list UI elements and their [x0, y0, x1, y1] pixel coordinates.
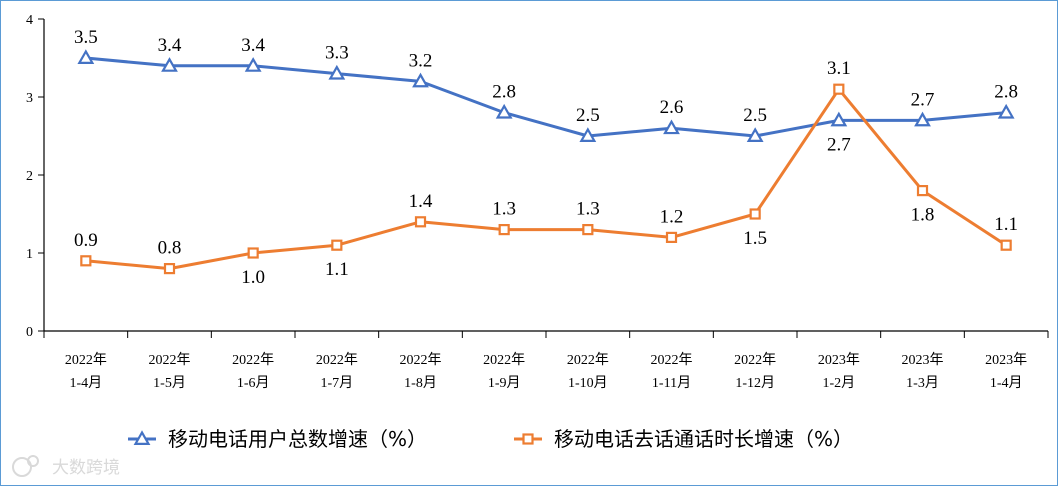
data-point-marker [498, 224, 510, 236]
x-tick-label-year: 2022年 [567, 352, 609, 368]
series-layer [77, 49, 1015, 275]
y-tick-label: 1 [26, 247, 33, 262]
x-tick-label-year: 2022年 [651, 352, 693, 368]
x-tick-label-period: 1-7月 [320, 375, 353, 391]
legend-item-2: 移动电话去话通话时长增速（%） [514, 427, 853, 451]
x-tick-label-period: 1-3月 [906, 375, 939, 391]
data-label: 3.4 [241, 35, 265, 56]
y-tick-label: 4 [26, 13, 33, 28]
data-point-marker [579, 127, 597, 142]
x-tick-label-period: 1-4月 [990, 375, 1023, 391]
data-point-marker [746, 127, 764, 142]
data-point-marker [916, 185, 929, 197]
data-point-marker [830, 111, 848, 127]
legend-marker [133, 430, 151, 445]
x-tick-label-period: 1-4月 [69, 375, 102, 391]
data-label: 1.3 [576, 199, 600, 220]
data-label: 1.4 [409, 191, 433, 212]
data-label: 3.1 [827, 58, 851, 79]
x-tick-label-year: 2022年 [65, 352, 107, 368]
legend: 移动电话用户总数增速（%） 移动电话去话通话时长增速（%） [128, 427, 853, 451]
x-tick-label-period: 1-8月 [404, 375, 437, 391]
data-label: 0.8 [158, 238, 182, 259]
data-point-marker [997, 103, 1015, 119]
data-label: 1.3 [492, 199, 516, 220]
y-tick-label: 3 [26, 91, 33, 106]
data-label: 1.1 [325, 259, 349, 280]
data-point-marker [161, 57, 178, 72]
x-tick-label-year: 2022年 [483, 352, 525, 368]
data-label: 2.7 [827, 134, 851, 155]
data-point-marker [495, 103, 513, 119]
data-label: 3.2 [409, 50, 433, 71]
data-point-marker [414, 216, 427, 228]
legend-label: 移动电话去话通话时长增速（%） [554, 427, 853, 451]
watermark: 大数跨境 [12, 455, 120, 478]
data-point-marker [247, 247, 259, 259]
data-point-marker [163, 263, 176, 275]
data-point-marker [665, 231, 678, 243]
series-line-2 [84, 87, 1008, 271]
data-point-marker [412, 72, 429, 88]
x-tick-label-year: 2023年 [818, 352, 860, 368]
data-point-marker [77, 49, 95, 64]
legend-item-1: 移动电话用户总数增速（%） [128, 427, 427, 451]
watermark-logo-icon [12, 455, 39, 477]
x-tick-label-period: 1-10月 [568, 375, 608, 391]
x-tick-label-year: 2022年 [734, 352, 776, 368]
data-point-marker [80, 255, 92, 267]
data-label: 1.1 [994, 214, 1018, 235]
y-tick-label: 2 [26, 169, 33, 184]
x-tick-label-year: 2023年 [902, 352, 944, 368]
x-tick-label-year: 2022年 [232, 352, 274, 368]
data-label: 3.5 [74, 27, 98, 48]
data-label: 3.4 [158, 35, 182, 56]
axes: 0 1 2 3 4 2022年 1-4月 2022年 1-5月 2022年 1-6月 2022年 1-7… [26, 13, 1049, 391]
legend-marker [522, 433, 534, 445]
data-point-marker [663, 119, 680, 135]
data-label: 3.3 [325, 43, 349, 64]
data-label: 1.8 [911, 205, 935, 226]
x-tick-label-period: 1-11月 [652, 375, 691, 391]
data-point-marker [244, 57, 262, 72]
data-label: 2.7 [911, 89, 935, 110]
x-tick-label-period: 1-2月 [822, 375, 855, 391]
data-labels: 3.5 3.4 3.4 3.3 3.2 2.8 2.5 2.6 2.5 2.7 2.7 2.8 0.9 0… [74, 27, 1018, 288]
data-label: 1.0 [241, 267, 265, 288]
data-label: 2.8 [492, 82, 516, 103]
data-point-marker [749, 208, 761, 220]
data-point-marker [331, 239, 343, 251]
data-label: 0.9 [74, 230, 98, 251]
x-tick-label-period: 1-12月 [735, 375, 775, 391]
data-label: 2.6 [660, 97, 684, 118]
x-tick-label-year: 2023年 [985, 352, 1027, 368]
data-label: 1.2 [660, 206, 684, 227]
data-label: 2.8 [994, 82, 1018, 103]
x-tick-label-year: 2022年 [149, 352, 191, 368]
data-label: 2.5 [743, 105, 767, 126]
x-tick-label-year: 2022年 [400, 352, 442, 368]
data-point-marker [328, 64, 346, 80]
watermark-text: 大数跨境 [52, 458, 120, 478]
x-tick-label-period: 1-6月 [237, 375, 270, 391]
y-tick-label: 0 [26, 325, 33, 340]
data-label: 2.5 [576, 105, 600, 126]
data-point-marker [914, 111, 931, 127]
data-point-marker [582, 224, 594, 236]
x-tick-label-period: 1-9月 [488, 375, 521, 391]
legend-label: 移动电话用户总数增速（%） [168, 427, 427, 451]
x-tick-label-year: 2022年 [316, 352, 358, 368]
data-point-marker [833, 83, 845, 95]
data-point-marker [1000, 239, 1012, 251]
x-tick-label-period: 1-5月 [153, 375, 186, 391]
series-line-1 [84, 56, 1008, 138]
data-label: 1.5 [743, 228, 767, 249]
